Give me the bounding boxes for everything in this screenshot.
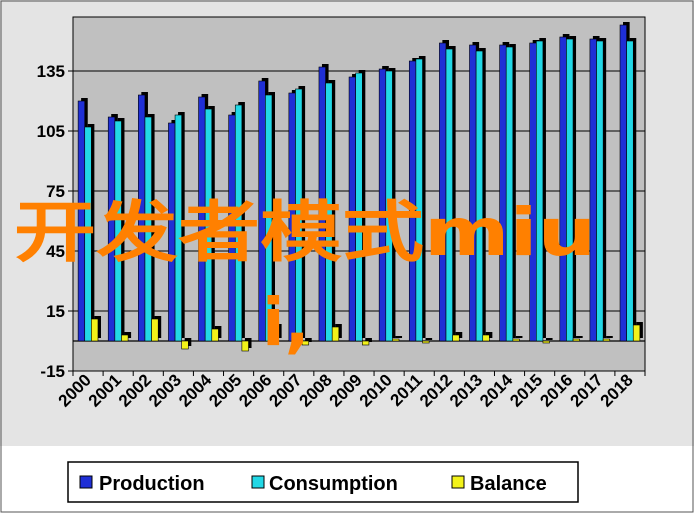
bar-balance (512, 338, 520, 342)
bar-consumption (325, 82, 333, 342)
bar-consumption (475, 50, 484, 342)
legend: Production Consumption Balance (67, 461, 579, 503)
plot-border (72, 16, 646, 372)
bar-shadow-balance (576, 336, 583, 338)
bar-consumption (505, 46, 514, 342)
legend-swatch-consumption (251, 475, 265, 489)
bar-consumption (265, 94, 273, 342)
bar-balance (241, 340, 249, 352)
bar-balance (271, 326, 279, 342)
bar-balance (151, 318, 159, 342)
y-tick-label: 45 (46, 242, 65, 261)
bar-consumption (385, 70, 393, 342)
bar-consumption (536, 40, 544, 342)
bar-balance (572, 338, 580, 342)
y-tick-label: 105 (37, 122, 65, 141)
y-tick-label: 135 (37, 62, 65, 81)
bar-balance (211, 328, 219, 342)
bar-shadow-balance (545, 338, 553, 340)
bar-consumption (355, 72, 363, 342)
bar-consumption (114, 120, 122, 342)
bar-production (469, 44, 477, 342)
bar-balance (602, 338, 611, 342)
overlay-text-line2: i, (262, 284, 310, 361)
legend-swatch-production (79, 475, 93, 489)
bar-consumption (566, 38, 574, 342)
bar-consumption (596, 40, 604, 342)
bar-consumption (84, 126, 92, 342)
bar-shadow-balance (305, 338, 312, 342)
bar-balance (542, 340, 550, 344)
bar-consumption (626, 40, 634, 342)
legend-label-production: Production (99, 473, 205, 495)
y-tick-label: -15 (40, 362, 65, 381)
bar-consumption (415, 58, 423, 342)
bar-consumption (234, 104, 243, 342)
bar-consumption (144, 116, 152, 342)
bar-production (589, 38, 597, 342)
bar-production (439, 42, 447, 342)
y-axis: -15 15 45 75 105 135 (37, 62, 73, 381)
legend-swatch-balance (451, 475, 465, 489)
bar-shadow-balance (515, 336, 523, 338)
bar-shadow-balance (606, 336, 613, 338)
bar-production (499, 44, 507, 342)
overlay-text-line1: 开发者模式miu (14, 194, 596, 271)
bar-balance (452, 334, 460, 342)
bar-balance (632, 324, 641, 342)
bar-balance (392, 338, 400, 342)
bar-shadow-balance (425, 338, 433, 340)
bar-production (559, 36, 567, 342)
bar-balance (482, 334, 490, 342)
bar-balance (181, 340, 189, 350)
bar-consumption (295, 88, 303, 342)
bar-production (529, 42, 537, 342)
bar-balance (301, 340, 310, 346)
bar-balance (362, 340, 370, 346)
bar-consumption (204, 108, 213, 342)
legend-label-balance: Balance (470, 473, 547, 495)
bar-consumption (445, 48, 453, 342)
bar-shadow-balance (395, 336, 403, 338)
y-tick-label: 15 (46, 302, 65, 321)
bar-balance (121, 334, 129, 342)
bar-balance (331, 326, 340, 342)
bar-balance (422, 340, 430, 344)
watermark-overlay: 开发者模式miu i, (14, 194, 596, 361)
bar-shadow-balance (365, 338, 372, 342)
y-tick-label: 75 (46, 182, 65, 201)
legend-label-consumption: Consumption (269, 473, 398, 495)
bar-consumption (174, 114, 182, 342)
legend-box (67, 461, 579, 503)
bar-production (619, 24, 627, 342)
bar-balance (91, 318, 99, 342)
bars (77, 22, 643, 352)
